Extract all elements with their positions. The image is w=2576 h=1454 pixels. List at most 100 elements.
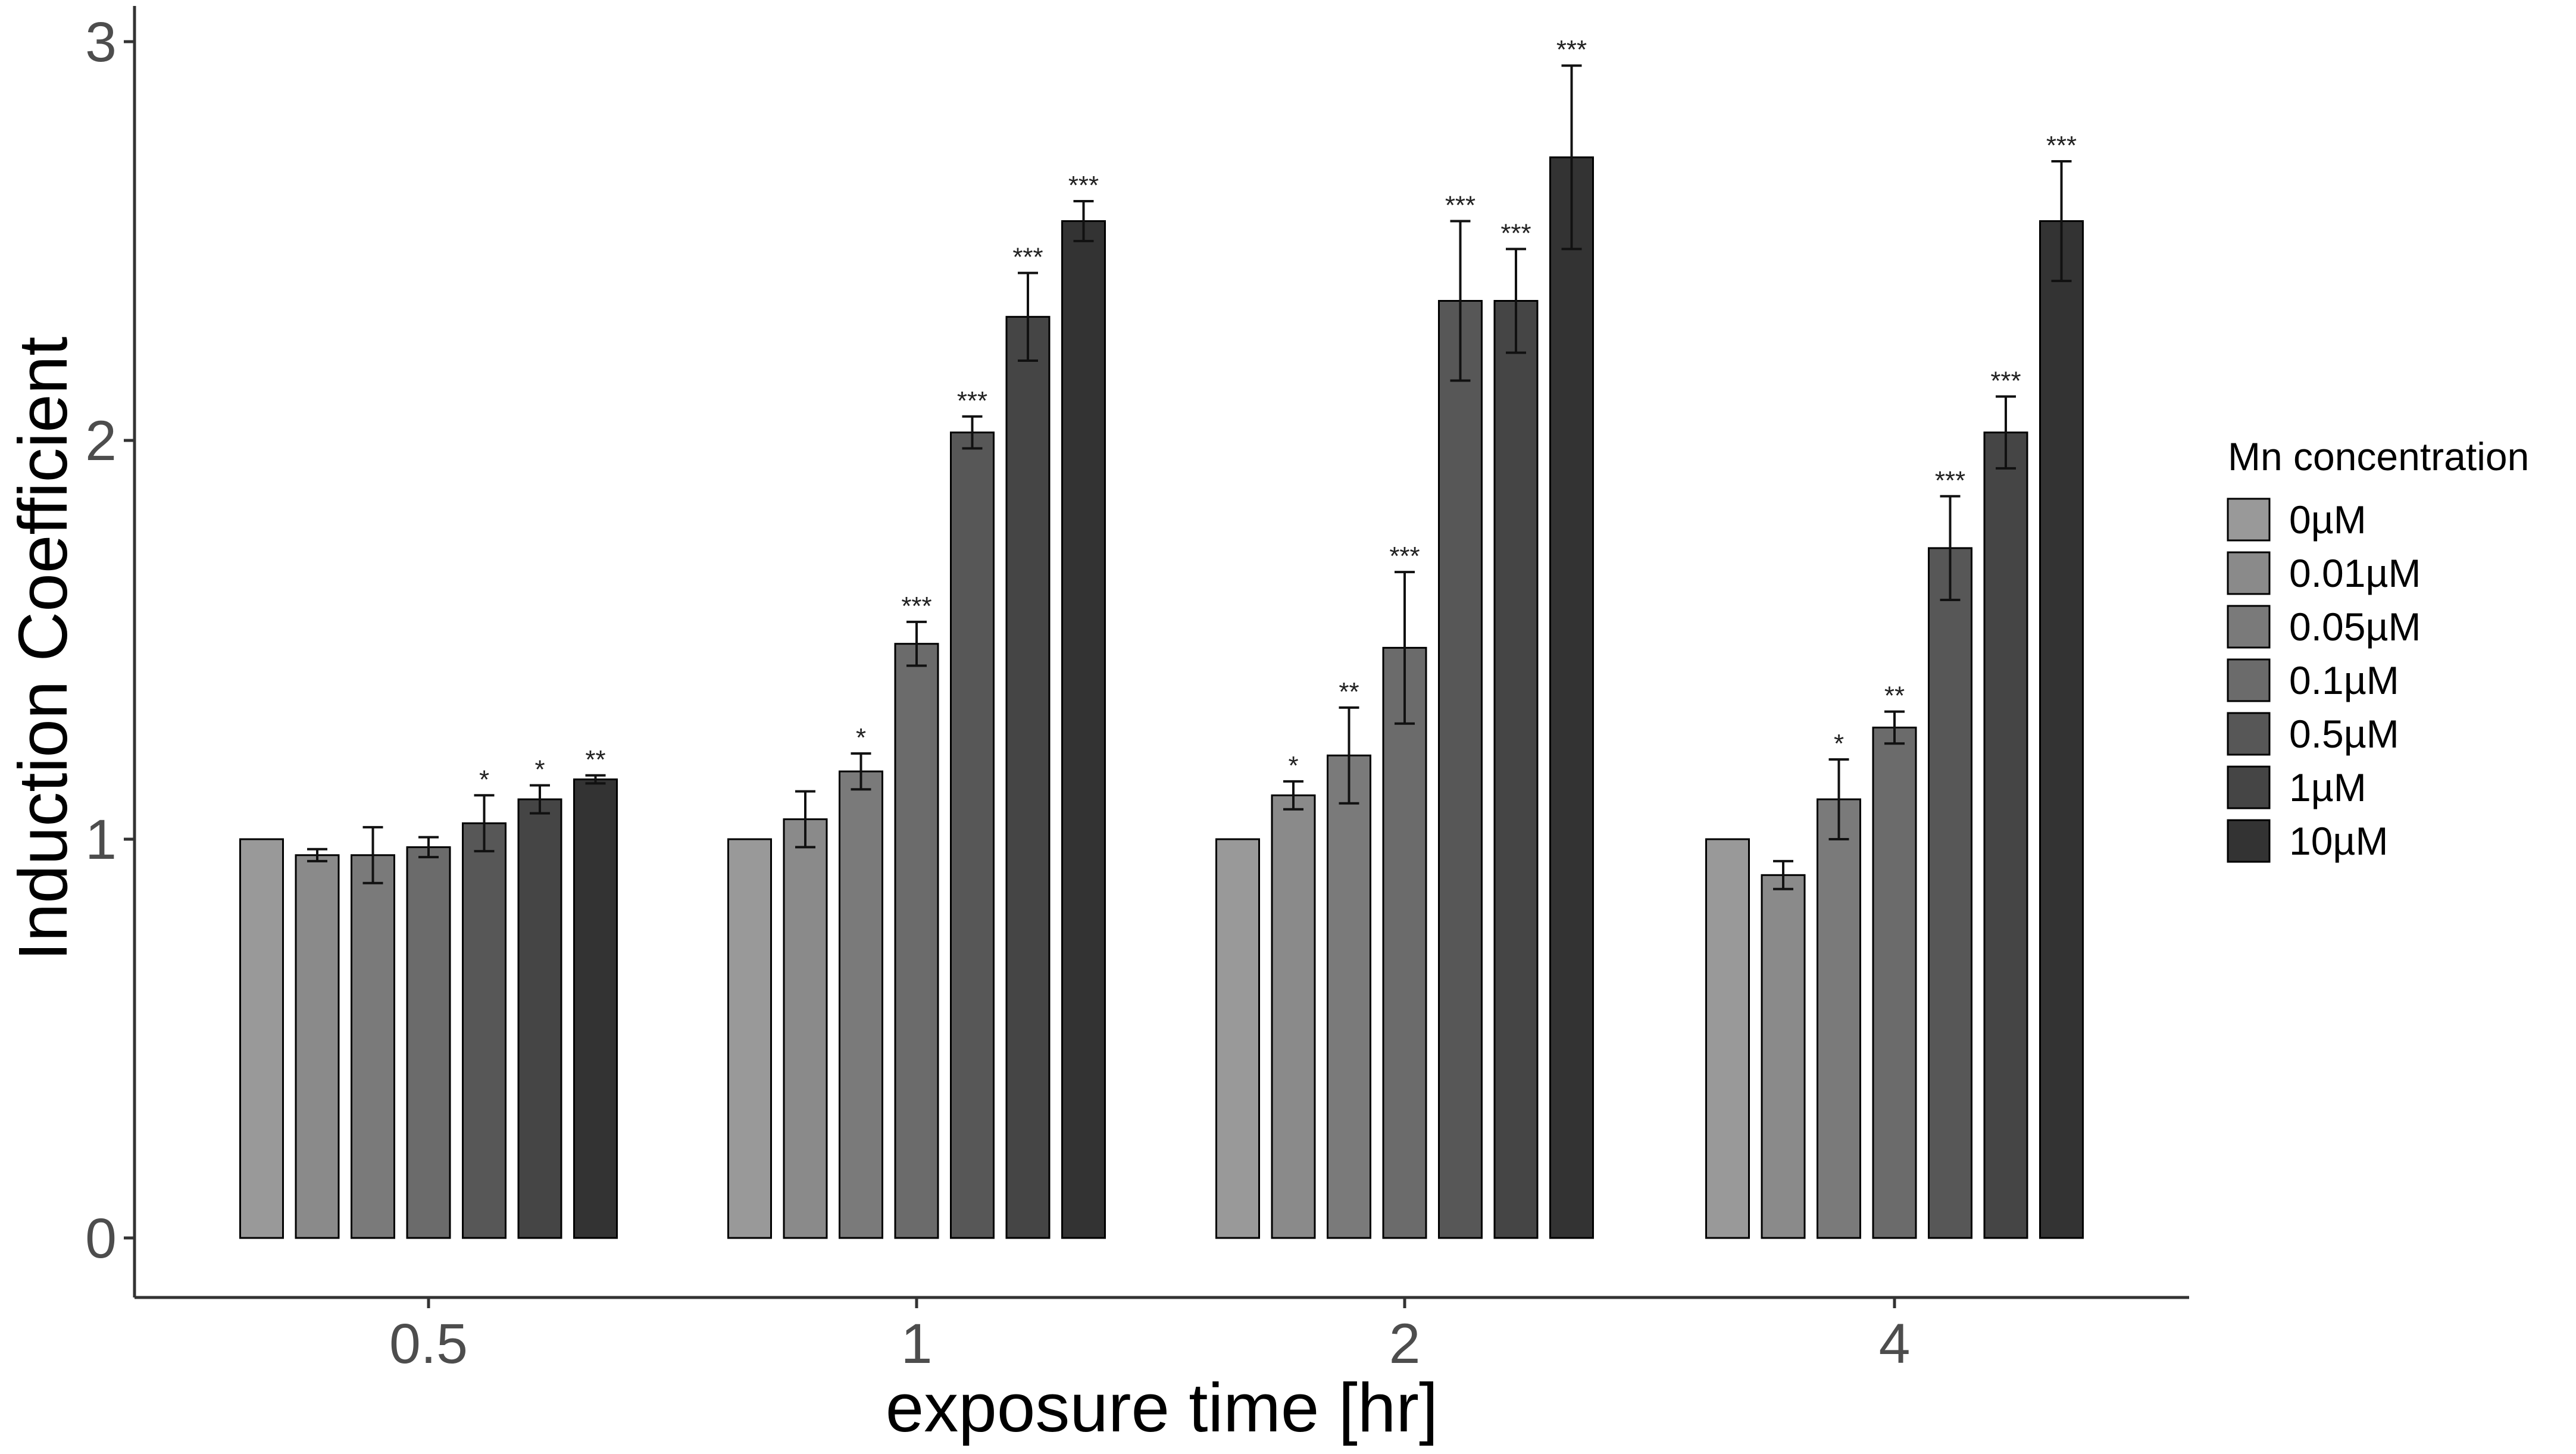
ticks-layer: 0 1 2 3 0.5 1 2 4 — [85, 11, 1910, 1375]
bar — [1817, 798, 1861, 1239]
legend-item: 0.05µM — [2227, 605, 2421, 649]
legend-label: 10µM — [2289, 819, 2388, 863]
error-bar — [1940, 495, 1961, 601]
error-bar — [1561, 64, 1582, 251]
legend-key — [2227, 712, 2271, 756]
bar — [1983, 431, 2028, 1239]
legend-key — [2227, 551, 2271, 595]
error-bar — [1339, 706, 1359, 805]
significance-label: ** — [1884, 681, 1905, 711]
bar — [1872, 726, 1917, 1239]
legend-item: 0µM — [2227, 498, 2366, 542]
error-bar — [1996, 395, 2016, 470]
legend-items: 0µM 0.01µM 0.05µM 0.1µM 0.5µM 1µM 10µM — [2227, 498, 2421, 863]
significance-label: *** — [1500, 218, 1531, 248]
legend-label: 0µM — [2289, 498, 2366, 542]
error-bar — [1395, 571, 1415, 725]
axes-layer — [133, 6, 2189, 1299]
error-bar — [1073, 200, 1094, 242]
legend-key — [2227, 819, 2271, 863]
error-bar — [418, 836, 439, 859]
error-bar — [2051, 160, 2072, 282]
bar — [1327, 754, 1371, 1239]
significance-label: * — [479, 765, 489, 794]
legend-item: 10µM — [2227, 819, 2388, 863]
bar — [950, 431, 995, 1239]
error-bar — [307, 848, 327, 862]
x-tick-label: 0.5 — [389, 1312, 468, 1375]
y-axis-title: Induction Coefficient — [4, 337, 82, 961]
legend-item: 1µM — [2227, 765, 2366, 809]
bar — [1382, 646, 1427, 1239]
significance-label: ** — [585, 745, 605, 774]
y-tick-label: 1 — [85, 808, 117, 871]
significance-label: *** — [901, 592, 931, 621]
bar — [517, 798, 562, 1239]
bar — [839, 770, 883, 1239]
bar — [406, 846, 451, 1239]
error-bar — [362, 826, 383, 884]
error-bar — [1773, 859, 1793, 890]
legend-label: 1µM — [2289, 765, 2366, 809]
x-axis-title: exposure time [hr] — [886, 1369, 1438, 1446]
bar — [1493, 300, 1539, 1239]
legend: Mn concentration 0µM 0.01µM 0.05µM 0.1µM 0.5… — [2227, 434, 2529, 863]
legend-item: 0.5µM — [2227, 712, 2399, 756]
bar — [1705, 838, 1750, 1239]
bar — [727, 838, 772, 1239]
legend-label: 0.01µM — [2289, 551, 2421, 595]
legend-label: 0.05µM — [2289, 605, 2421, 649]
x-tick-label: 1 — [901, 1312, 933, 1375]
significance-label: *** — [1935, 466, 1965, 495]
significance-label: *** — [1556, 35, 1587, 64]
bars-layer: ****************************************… — [239, 35, 2084, 1239]
significance-label: *** — [1990, 366, 2021, 395]
error-bar — [795, 790, 815, 849]
significance-label: *** — [1445, 191, 1475, 220]
y-tick-label: 0 — [85, 1207, 117, 1270]
bar — [462, 822, 507, 1239]
error-bar — [962, 415, 983, 450]
x-tick-label: 4 — [1879, 1312, 1911, 1375]
bar — [894, 643, 939, 1239]
bar — [239, 838, 284, 1239]
error-bar — [585, 774, 606, 785]
legend-item: 0.01µM — [2227, 551, 2421, 595]
legend-key — [2227, 765, 2271, 809]
x-tick-label: 2 — [1389, 1312, 1421, 1375]
bar — [351, 854, 395, 1239]
legend-title: Mn concentration — [2228, 434, 2529, 479]
bar — [1061, 220, 1106, 1239]
error-bar — [530, 784, 550, 815]
legend-key — [2227, 498, 2271, 542]
bar — [295, 854, 340, 1239]
significance-label: *** — [1068, 171, 1099, 200]
error-bar — [1884, 710, 1905, 745]
error-bar — [1828, 758, 1849, 840]
significance-label: *** — [957, 386, 987, 415]
significance-label: ** — [1339, 677, 1359, 706]
significance-label: *** — [2046, 131, 2077, 160]
bar — [783, 818, 828, 1239]
error-bar — [851, 752, 871, 791]
bar — [1215, 838, 1260, 1239]
significance-label: * — [856, 723, 866, 752]
bar — [1005, 315, 1051, 1239]
bar — [573, 778, 618, 1239]
error-bar — [1018, 271, 1038, 362]
bar — [2039, 220, 2084, 1239]
error-bar — [906, 620, 927, 667]
legend-key — [2227, 605, 2271, 649]
bar — [1271, 794, 1316, 1239]
significance-label: * — [534, 755, 545, 784]
error-bar — [1450, 220, 1471, 382]
error-bar — [474, 794, 495, 853]
significance-label: * — [1834, 729, 1844, 758]
y-tick-label: 2 — [85, 409, 117, 473]
legend-item: 0.1µM — [2227, 658, 2399, 702]
bar — [1761, 874, 1806, 1239]
error-bar — [1283, 780, 1303, 811]
legend-label: 0.1µM — [2289, 658, 2399, 702]
bar — [1549, 156, 1594, 1239]
